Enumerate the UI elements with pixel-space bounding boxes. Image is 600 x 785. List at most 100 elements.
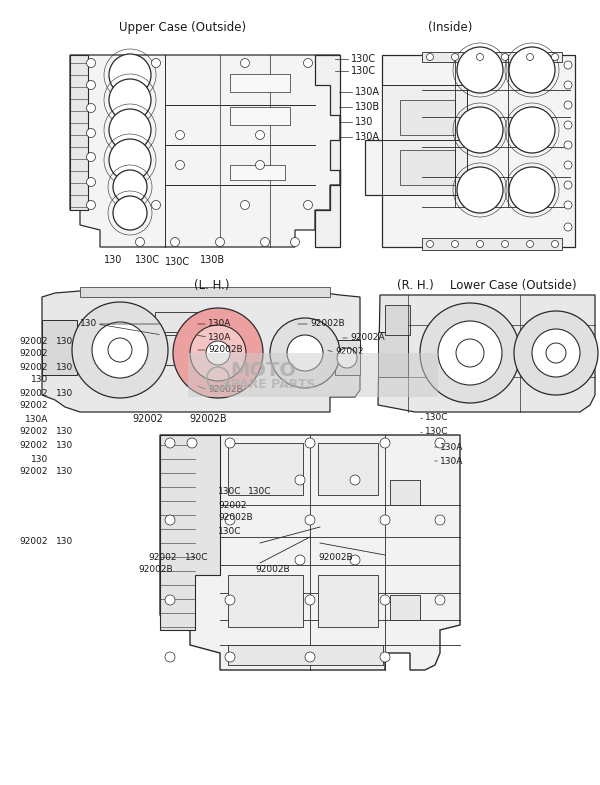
Bar	[155, 312, 197, 332]
Circle shape	[564, 141, 572, 149]
Text: 130C: 130C	[351, 54, 376, 64]
Circle shape	[564, 101, 572, 109]
Circle shape	[295, 475, 305, 485]
Circle shape	[420, 303, 520, 403]
Bar	[422, 238, 562, 250]
Text: 130: 130	[31, 455, 48, 463]
Text: 92002: 92002	[19, 468, 48, 476]
Circle shape	[86, 81, 95, 89]
Bar	[230, 165, 285, 180]
Text: Upper Case (Outside): Upper Case (Outside)	[119, 20, 247, 34]
Text: 92002B: 92002B	[208, 385, 242, 395]
Bar	[382, 140, 467, 195]
Polygon shape	[378, 295, 595, 412]
Circle shape	[86, 104, 95, 112]
Text: 92002: 92002	[335, 348, 364, 356]
Circle shape	[109, 139, 151, 181]
Circle shape	[256, 160, 265, 170]
Bar	[390, 480, 420, 505]
Circle shape	[165, 652, 175, 662]
Bar	[385, 305, 410, 335]
Text: 130A: 130A	[440, 457, 463, 466]
Text: 130: 130	[56, 389, 73, 397]
Circle shape	[452, 53, 458, 60]
Circle shape	[438, 321, 502, 385]
Circle shape	[435, 515, 445, 525]
Circle shape	[86, 129, 95, 137]
Text: 92002: 92002	[19, 401, 48, 411]
Circle shape	[509, 167, 555, 213]
Polygon shape	[315, 55, 340, 247]
Circle shape	[136, 238, 145, 246]
Polygon shape	[160, 435, 460, 670]
Circle shape	[256, 130, 265, 140]
Circle shape	[241, 59, 250, 68]
Circle shape	[165, 595, 175, 605]
Circle shape	[109, 54, 151, 96]
Circle shape	[86, 200, 95, 210]
Text: 92002: 92002	[19, 349, 48, 359]
Text: 130C: 130C	[218, 528, 241, 536]
Bar	[382, 85, 467, 140]
Circle shape	[72, 302, 168, 398]
Text: 130: 130	[355, 117, 373, 127]
Circle shape	[225, 515, 235, 525]
Circle shape	[564, 61, 572, 69]
Bar	[155, 335, 197, 365]
Circle shape	[86, 177, 95, 187]
Circle shape	[241, 200, 250, 210]
Circle shape	[109, 79, 151, 121]
Polygon shape	[365, 55, 575, 247]
Circle shape	[532, 329, 580, 377]
Circle shape	[290, 238, 299, 246]
Circle shape	[457, 167, 503, 213]
Circle shape	[502, 240, 509, 247]
Circle shape	[113, 170, 147, 204]
Bar	[318, 443, 378, 495]
Circle shape	[527, 240, 533, 247]
Text: 92002: 92002	[133, 414, 163, 424]
Circle shape	[151, 59, 161, 68]
Polygon shape	[70, 55, 88, 210]
Bar	[228, 645, 383, 665]
Circle shape	[457, 107, 503, 153]
Circle shape	[564, 81, 572, 89]
Circle shape	[287, 335, 323, 371]
Circle shape	[502, 53, 509, 60]
Circle shape	[304, 200, 313, 210]
Text: 130C: 130C	[425, 412, 449, 422]
Text: 92002: 92002	[19, 428, 48, 436]
Bar	[188, 353, 438, 397]
Text: 130: 130	[56, 468, 73, 476]
Text: 130C: 130C	[248, 487, 271, 496]
Circle shape	[564, 223, 572, 231]
Text: 92002A: 92002A	[350, 334, 385, 342]
Text: 92002: 92002	[19, 536, 48, 546]
Circle shape	[190, 325, 246, 381]
Circle shape	[380, 652, 390, 662]
Circle shape	[350, 475, 360, 485]
Circle shape	[176, 160, 185, 170]
Text: 130A: 130A	[25, 414, 48, 423]
Text: 130C: 130C	[136, 255, 161, 265]
Circle shape	[551, 53, 559, 60]
Circle shape	[350, 555, 360, 565]
Circle shape	[476, 240, 484, 247]
Circle shape	[187, 438, 197, 448]
Circle shape	[113, 196, 147, 230]
Circle shape	[165, 438, 175, 448]
Circle shape	[151, 200, 161, 210]
Circle shape	[206, 341, 230, 365]
Circle shape	[457, 47, 503, 93]
Circle shape	[435, 595, 445, 605]
Text: 130: 130	[80, 319, 97, 328]
Text: 92002B: 92002B	[138, 565, 173, 575]
Text: 130A: 130A	[355, 87, 380, 97]
Text: 130C: 130C	[166, 257, 191, 267]
Text: 92002: 92002	[19, 441, 48, 451]
Bar	[335, 340, 360, 375]
Circle shape	[564, 201, 572, 209]
Text: 130A: 130A	[440, 443, 463, 451]
Text: 92002B: 92002B	[255, 565, 290, 575]
Circle shape	[564, 161, 572, 169]
